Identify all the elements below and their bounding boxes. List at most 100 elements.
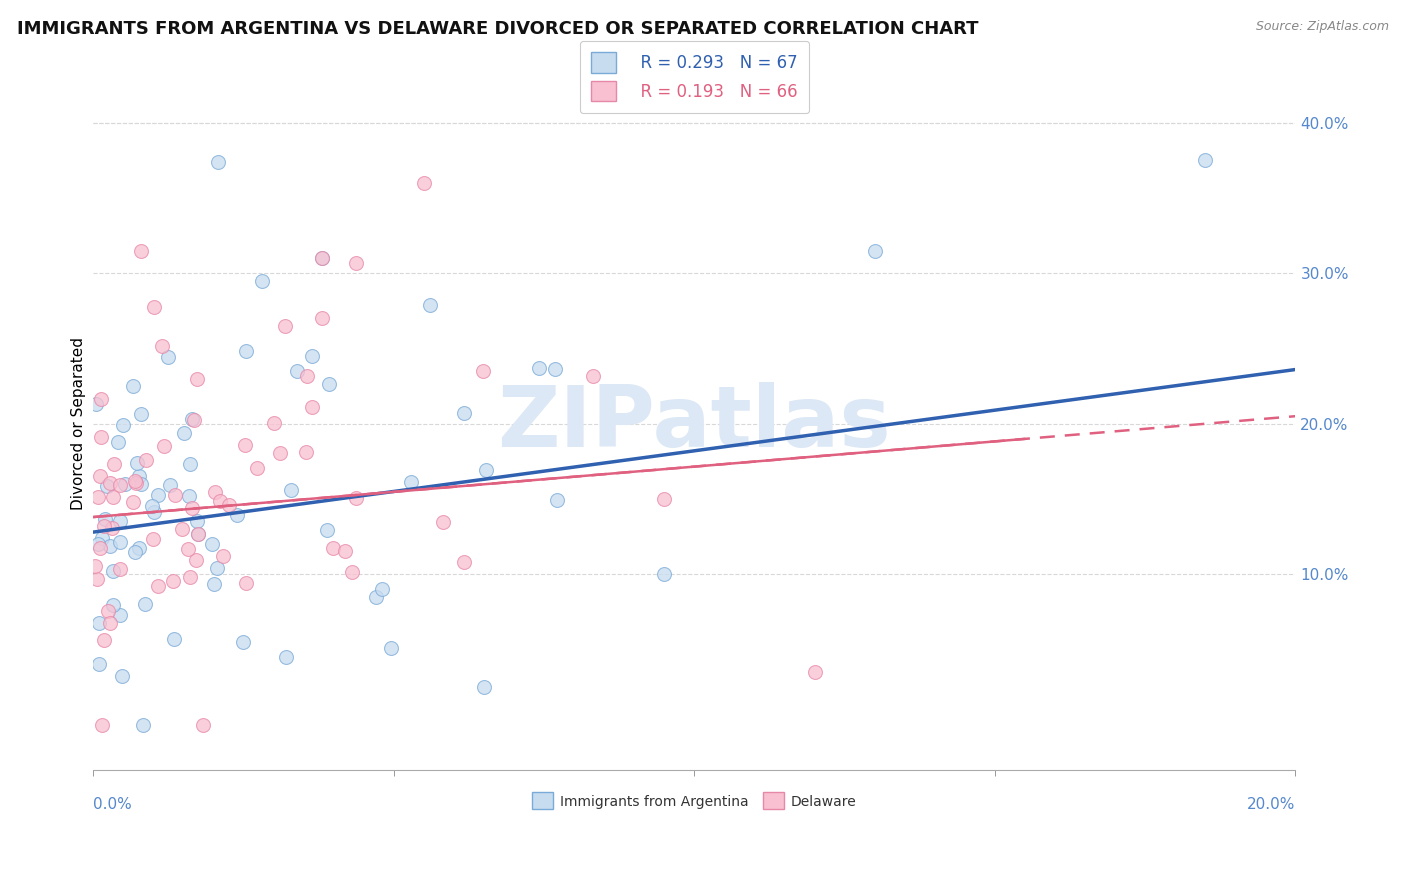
Point (322, 541, 344, 555)
Point (315, 523, 337, 537)
Point (181, 501, 204, 516)
Point (107, 434, 129, 449)
Point (186, 372, 208, 386)
Point (344, 255, 367, 269)
Point (84, 397, 107, 411)
Point (187, 527, 209, 541)
Point (94, 512, 117, 526)
Point (101, 598, 124, 612)
Point (173, 426, 195, 441)
Legend: Immigrants from Argentina, Delaware: Immigrants from Argentina, Delaware (527, 787, 862, 815)
Point (471, 363, 494, 377)
Point (179, 570, 201, 584)
Point (89, 469, 111, 483)
Point (93, 633, 115, 648)
Point (218, 498, 240, 512)
Point (93, 518, 115, 533)
Point (159, 478, 181, 492)
Point (100, 616, 122, 631)
Point (108, 478, 131, 492)
Point (179, 457, 201, 471)
Point (311, 251, 333, 265)
Point (98, 475, 121, 490)
Point (89, 541, 111, 556)
Point (124, 545, 146, 559)
Point (121, 379, 143, 393)
Point (124, 474, 146, 488)
Point (128, 541, 150, 555)
Point (204, 485, 226, 500)
Point (87, 536, 110, 550)
Point (546, 493, 568, 508)
Point (129, 407, 152, 421)
Point (142, 532, 165, 546)
Text: ZIPatlas: ZIPatlas (498, 382, 891, 466)
Point (187, 527, 209, 541)
Text: Source: ZipAtlas.com: Source: ZipAtlas.com (1256, 20, 1389, 33)
Point (380, 640, 402, 655)
Point (335, 544, 357, 558)
Point (91, 532, 114, 546)
Point (177, 489, 200, 503)
Point (114, 476, 136, 491)
Point (103, 564, 125, 578)
Point (207, 155, 229, 169)
Point (110, 534, 132, 549)
Point (419, 298, 441, 312)
Point (269, 445, 291, 459)
Point (246, 460, 269, 475)
Point (274, 319, 297, 334)
Point (235, 438, 257, 452)
Point (163, 488, 186, 502)
Point (100, 539, 122, 553)
Point (90, 718, 112, 732)
Point (162, 574, 184, 588)
Point (90, 392, 112, 406)
Point (111, 417, 134, 432)
Point (122, 495, 145, 509)
Point (274, 650, 297, 665)
Point (803, 665, 825, 680)
Point (191, 718, 214, 732)
Point (134, 598, 156, 612)
Y-axis label: Divorced or Separated: Divorced or Separated (72, 337, 86, 510)
Point (89, 657, 111, 671)
Point (87, 490, 110, 504)
Point (148, 488, 170, 502)
Text: 20.0%: 20.0% (1247, 797, 1295, 812)
Point (652, 567, 675, 582)
Point (211, 549, 233, 564)
Point (153, 439, 176, 453)
Point (432, 515, 454, 529)
Point (129, 244, 152, 258)
Point (412, 176, 434, 190)
Point (453, 406, 475, 420)
Point (101, 490, 124, 504)
Point (150, 339, 173, 353)
Point (1194, 153, 1216, 168)
Point (301, 400, 323, 414)
Point (232, 635, 254, 649)
Point (544, 362, 567, 376)
Text: IMMIGRANTS FROM ARGENTINA VS DELAWARE DIVORCED OR SEPARATED CORRELATION CHART: IMMIGRANTS FROM ARGENTINA VS DELAWARE DI… (17, 20, 979, 37)
Point (250, 274, 273, 288)
Point (285, 364, 308, 378)
Point (124, 476, 146, 491)
Point (475, 463, 498, 477)
Point (163, 632, 186, 647)
Point (86, 572, 108, 586)
Point (108, 607, 131, 622)
Point (148, 579, 170, 593)
Point (108, 514, 131, 528)
Point (582, 369, 605, 384)
Point (125, 456, 148, 470)
Point (209, 494, 232, 508)
Point (156, 350, 179, 364)
Point (103, 458, 125, 472)
Point (311, 251, 333, 265)
Point (170, 522, 193, 536)
Point (280, 483, 302, 498)
Point (235, 343, 257, 358)
Point (186, 514, 208, 528)
Point (340, 566, 363, 580)
